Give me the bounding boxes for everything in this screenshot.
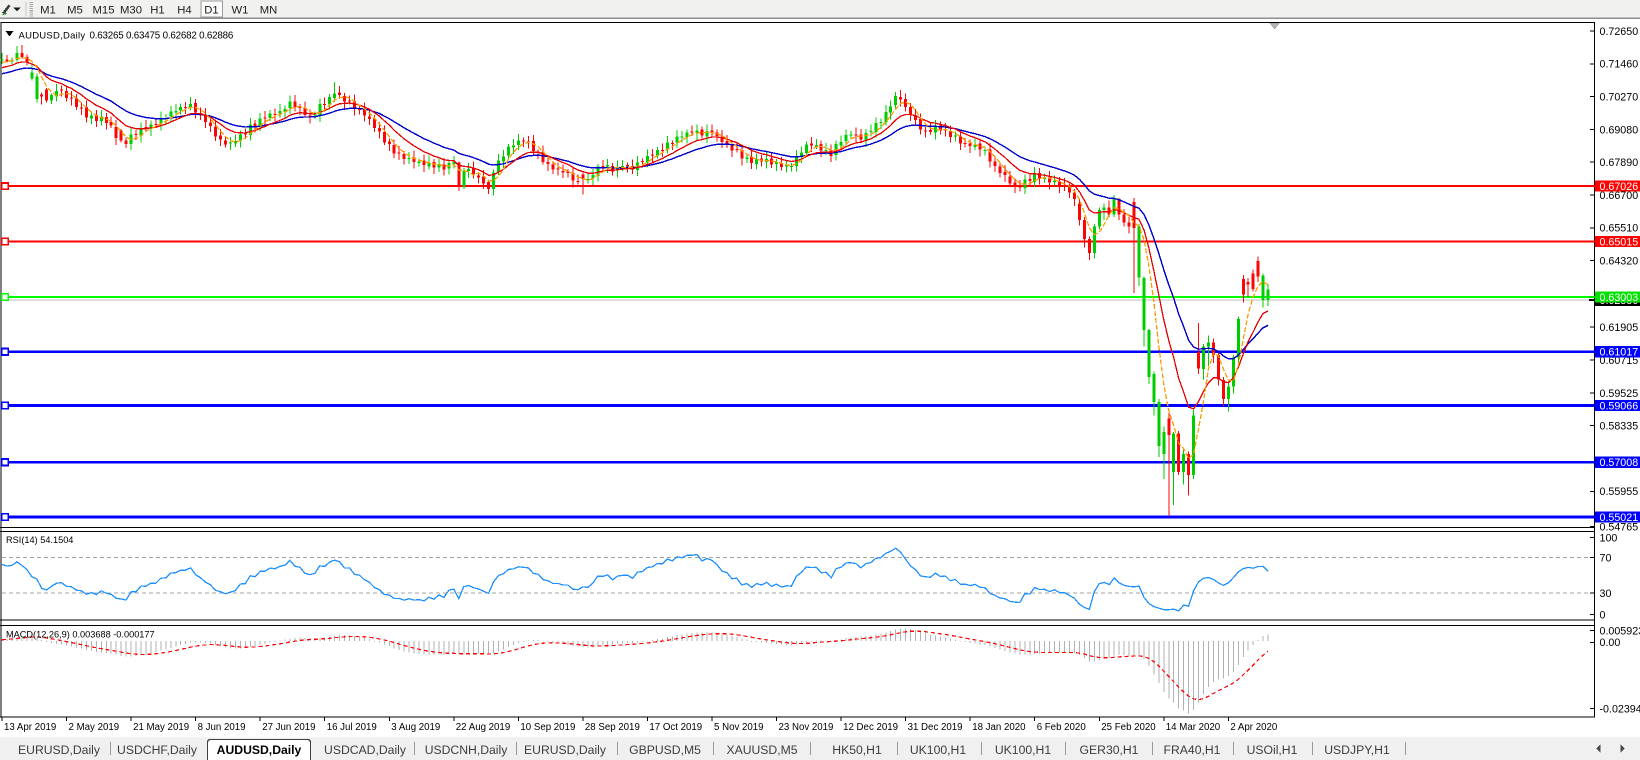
svg-text:0.005923: 0.005923: [1600, 625, 1640, 637]
svg-text:M5: M5: [67, 4, 83, 16]
svg-text:6 Feb 2020: 6 Feb 2020: [1037, 722, 1087, 733]
svg-text:0.70270: 0.70270: [1600, 92, 1639, 104]
svg-text:8 Jun 2019: 8 Jun 2019: [198, 722, 246, 733]
svg-text:0.60715: 0.60715: [1600, 355, 1639, 367]
svg-text:0.55955: 0.55955: [1600, 486, 1639, 498]
svg-text:USDJPY,H1: USDJPY,H1: [1324, 743, 1390, 757]
svg-text:30: 30: [1600, 588, 1612, 600]
svg-text:0.54765: 0.54765: [1600, 521, 1639, 533]
svg-text:0.64320: 0.64320: [1600, 256, 1639, 268]
svg-text:5 Nov 2019: 5 Nov 2019: [714, 722, 764, 733]
svg-text:12 Dec 2019: 12 Dec 2019: [843, 722, 898, 733]
svg-text:M30: M30: [120, 4, 142, 16]
svg-text:3 Aug 2019: 3 Aug 2019: [391, 722, 440, 733]
svg-text:H4: H4: [177, 4, 191, 16]
svg-text:100: 100: [1600, 532, 1618, 544]
svg-text:-0.023944: -0.023944: [1600, 703, 1640, 715]
svg-text:31 Dec 2019: 31 Dec 2019: [908, 722, 963, 733]
svg-text:27 Jun 2019: 27 Jun 2019: [262, 722, 315, 733]
svg-text:0.72650: 0.72650: [1600, 26, 1639, 38]
svg-text:0.00: 0.00: [1600, 637, 1621, 649]
svg-text:GBPUSD,M5: GBPUSD,M5: [629, 743, 701, 757]
svg-text:0.61905: 0.61905: [1600, 322, 1639, 334]
svg-text:0: 0: [1600, 609, 1606, 621]
svg-text:XAUUSD,M5: XAUUSD,M5: [726, 743, 797, 757]
svg-text:16 Jul 2019: 16 Jul 2019: [327, 722, 377, 733]
svg-text:RSI(14) 54.1504: RSI(14) 54.1504: [6, 535, 73, 545]
svg-text:0.58335: 0.58335: [1600, 421, 1639, 433]
svg-text:EURUSD,Daily: EURUSD,Daily: [18, 743, 101, 757]
svg-text:D1: D1: [204, 4, 218, 16]
svg-text:22 Aug 2019: 22 Aug 2019: [456, 722, 510, 733]
svg-text:21 May 2019: 21 May 2019: [133, 722, 189, 733]
svg-text:USDCAD,Daily: USDCAD,Daily: [324, 743, 407, 757]
svg-text:23 Nov 2019: 23 Nov 2019: [779, 722, 834, 733]
svg-text:M15: M15: [93, 4, 115, 16]
svg-text:2 May 2019: 2 May 2019: [69, 722, 120, 733]
svg-text:0.67890: 0.67890: [1600, 157, 1639, 169]
svg-text:10 Sep 2019: 10 Sep 2019: [520, 722, 575, 733]
svg-text:MN: MN: [260, 4, 278, 16]
svg-text:0.57008: 0.57008: [1600, 457, 1639, 469]
svg-text:M1: M1: [40, 4, 56, 16]
svg-text:0.59525: 0.59525: [1600, 388, 1639, 400]
svg-text:FRA40,H1: FRA40,H1: [1164, 743, 1221, 757]
svg-text:17 Oct 2019: 17 Oct 2019: [649, 722, 702, 733]
svg-text:GER30,H1: GER30,H1: [1080, 743, 1139, 757]
svg-text:W1: W1: [232, 4, 249, 16]
svg-text:0.59066: 0.59066: [1600, 400, 1639, 412]
svg-text:25 Feb 2020: 25 Feb 2020: [1101, 722, 1156, 733]
svg-text:0.67026: 0.67026: [1600, 181, 1639, 193]
svg-text:MACD(12,26,9) 0.003688 -0.0001: MACD(12,26,9) 0.003688 -0.000177: [6, 630, 155, 640]
svg-text:0.63003: 0.63003: [1600, 292, 1639, 304]
svg-text:AUDUSD,Daily: AUDUSD,Daily: [19, 31, 86, 42]
svg-text:0.55021: 0.55021: [1600, 512, 1639, 524]
svg-text:0.71460: 0.71460: [1600, 59, 1639, 71]
svg-text:UK100,H1: UK100,H1: [995, 743, 1051, 757]
svg-text:USDCHF,Daily: USDCHF,Daily: [117, 743, 198, 757]
svg-text:18 Jan 2020: 18 Jan 2020: [972, 722, 1026, 733]
svg-text:AUDUSD,Daily: AUDUSD,Daily: [217, 743, 302, 757]
svg-text:0.63265 0.63475 0.62682 0.6288: 0.63265 0.63475 0.62682 0.62886: [90, 31, 234, 42]
svg-text:0.61017: 0.61017: [1600, 347, 1639, 359]
svg-text:0.65510: 0.65510: [1600, 223, 1639, 235]
svg-text:0.66700: 0.66700: [1600, 190, 1639, 202]
svg-text:28 Sep 2019: 28 Sep 2019: [585, 722, 640, 733]
svg-text:13 Apr 2019: 13 Apr 2019: [4, 722, 56, 733]
svg-text:HK50,H1: HK50,H1: [832, 743, 882, 757]
svg-text:2 Apr 2020: 2 Apr 2020: [1230, 722, 1277, 733]
svg-text:USOil,H1: USOil,H1: [1247, 743, 1298, 757]
svg-text:USDCNH,Daily: USDCNH,Daily: [425, 743, 509, 757]
svg-text:0.69080: 0.69080: [1600, 124, 1639, 136]
svg-text:EURUSD,Daily: EURUSD,Daily: [524, 743, 607, 757]
svg-text:UK100,H1: UK100,H1: [910, 743, 966, 757]
svg-text:0.65015: 0.65015: [1600, 236, 1639, 248]
svg-text:H1: H1: [150, 4, 164, 16]
svg-text:14 Mar 2020: 14 Mar 2020: [1166, 722, 1221, 733]
svg-text:70: 70: [1600, 553, 1612, 565]
